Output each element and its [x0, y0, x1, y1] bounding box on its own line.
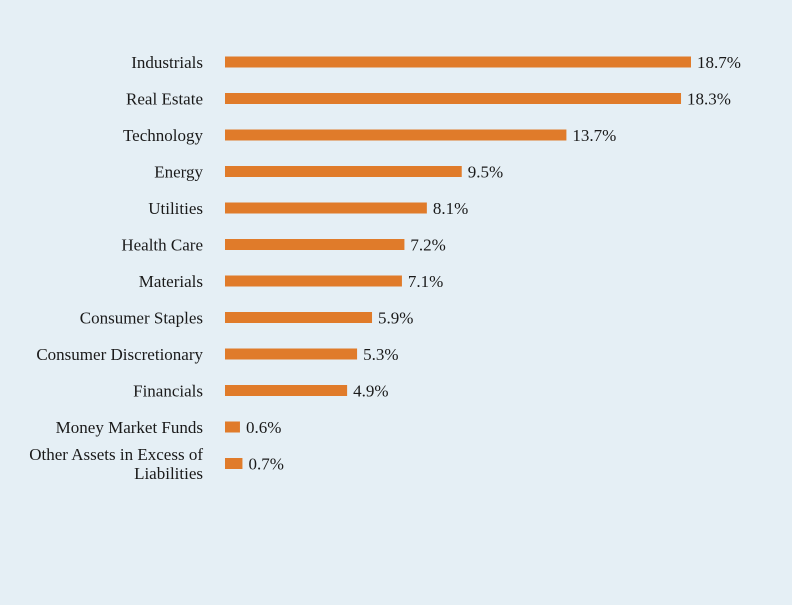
- value-label: 18.7%: [697, 53, 741, 72]
- value-label: 18.3%: [687, 90, 731, 109]
- bar-materials: [225, 275, 402, 287]
- bar-real-estate: [225, 93, 682, 104]
- category-label: Real Estate: [126, 90, 203, 109]
- bar-energy: [225, 166, 462, 177]
- value-label: 4.9%: [353, 382, 388, 401]
- category-label: Utilities: [148, 199, 203, 218]
- bar-other-assets-in-excess-of-liabilities: [225, 458, 243, 469]
- category-label: Consumer Discretionary: [36, 345, 203, 364]
- bar-money-market-funds: [225, 421, 240, 433]
- bar-technology: [225, 129, 567, 141]
- category-label: Health Care: [121, 236, 203, 255]
- bar-health-care: [225, 239, 405, 250]
- category-label: Technology: [123, 126, 204, 145]
- bar-utilities: [225, 202, 427, 214]
- value-label: 8.1%: [433, 199, 468, 218]
- value-label: 7.1%: [408, 272, 443, 291]
- value-label: 5.9%: [378, 309, 413, 328]
- bar-consumer-discretionary: [225, 348, 358, 360]
- category-label: Consumer Staples: [80, 309, 203, 328]
- category-label: Financials: [133, 382, 203, 401]
- value-label: 0.6%: [246, 418, 281, 437]
- value-label: 5.3%: [363, 345, 398, 364]
- category-label: Materials: [139, 272, 203, 291]
- value-label: 9.5%: [468, 163, 503, 182]
- category-label: Money Market Funds: [56, 418, 203, 437]
- bar-industrials: [225, 56, 691, 68]
- category-label: Other Assets in Excess of Liabilities: [29, 445, 203, 483]
- bar-consumer-staples: [225, 312, 373, 323]
- category-label: Energy: [154, 163, 203, 182]
- value-label: 0.7%: [248, 455, 283, 474]
- category-label: Industrials: [131, 53, 203, 72]
- value-label: 7.2%: [410, 236, 445, 255]
- bar-financials: [225, 385, 348, 396]
- value-label: 13.7%: [572, 126, 616, 145]
